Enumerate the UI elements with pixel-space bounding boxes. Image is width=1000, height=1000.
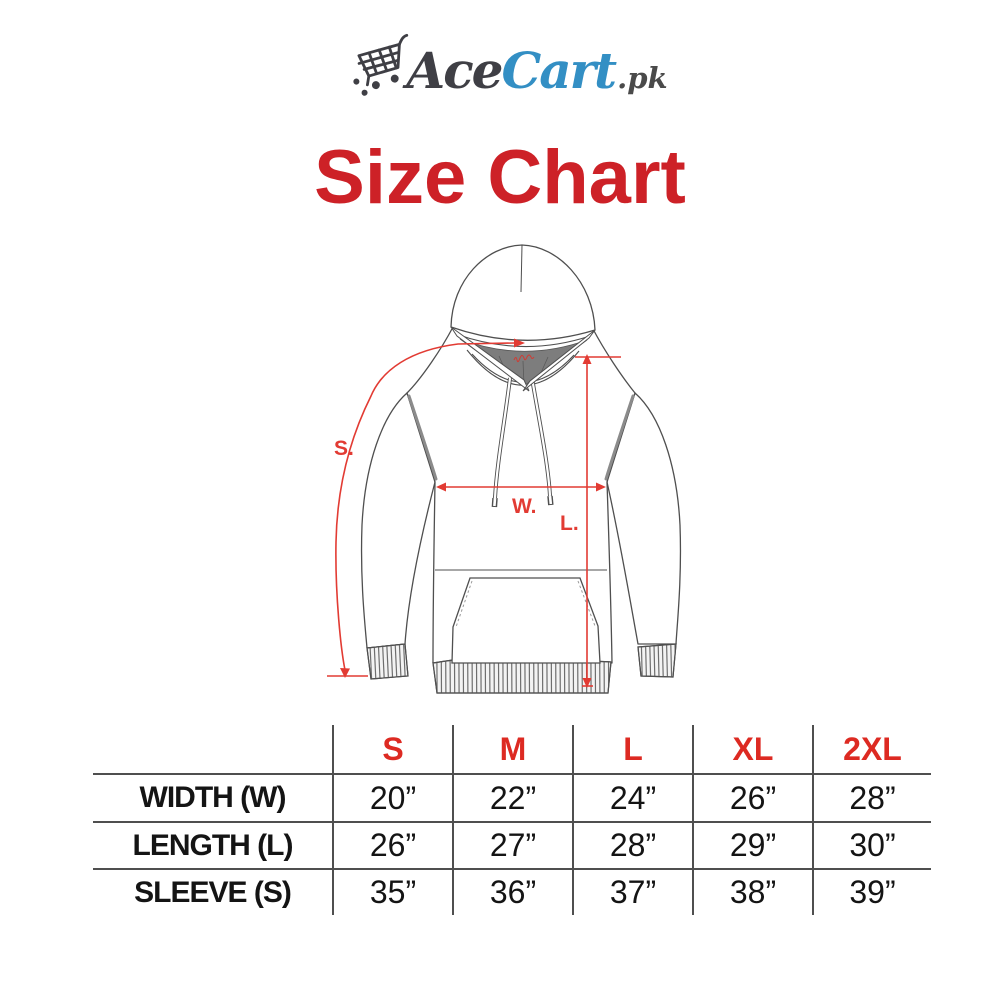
width-l-value: 24” bbox=[572, 773, 692, 821]
size-header-s: S bbox=[332, 725, 452, 773]
left-sleeve bbox=[360, 392, 436, 649]
size-table: S M L XL 2XL WIDTH (W) 20” 22” 24” 26” 2… bbox=[93, 725, 931, 915]
hood-center-seam bbox=[520, 244, 523, 293]
length-s-value: 26” bbox=[332, 821, 452, 868]
brand-wordmark: Ace Cart .pk bbox=[406, 46, 667, 96]
brand-script-mark bbox=[513, 354, 535, 363]
page-title: Size Chart bbox=[314, 135, 686, 220]
length-xl-value: 29” bbox=[692, 821, 812, 868]
row-label-length: LENGTH (L) bbox=[93, 821, 332, 868]
length-m-value: 27” bbox=[452, 821, 572, 868]
width-m-value: 22” bbox=[452, 773, 572, 821]
drawstrings bbox=[491, 377, 554, 508]
ribbing-texture bbox=[367, 644, 676, 693]
brand-logo: Ace Cart .pk bbox=[0, 33, 1000, 102]
size-header-l: L bbox=[572, 725, 692, 773]
right-sleeve bbox=[606, 392, 682, 645]
length-l-value: 28” bbox=[572, 821, 692, 868]
logo-tld: .pk bbox=[617, 61, 668, 95]
width-measure-label: W. bbox=[512, 495, 537, 518]
size-header-xl: XL bbox=[692, 725, 812, 773]
length-measure-label: L. bbox=[560, 512, 579, 535]
sleeve-2xl-value: 39” bbox=[812, 868, 931, 915]
logo-suffix: Cart bbox=[501, 41, 617, 100]
row-label-sleeve: SLEEVE (S) bbox=[93, 868, 332, 915]
measurement-lines bbox=[327, 342, 621, 687]
size-header-2xl: 2XL bbox=[812, 725, 931, 773]
logo-prefix: Ace bbox=[406, 41, 503, 100]
size-header-m: M bbox=[452, 725, 572, 773]
sleeve-m-value: 36” bbox=[452, 868, 572, 915]
sleeve-measure-label: S. bbox=[334, 437, 354, 460]
table-corner-cell bbox=[93, 725, 332, 773]
sleeve-xl-value: 38” bbox=[692, 868, 812, 915]
hood-rim bbox=[455, 333, 591, 348]
width-2xl-value: 28” bbox=[812, 773, 931, 821]
length-2xl-value: 30” bbox=[812, 821, 931, 868]
kangaroo-pocket bbox=[451, 577, 601, 664]
measurement-arrowheads bbox=[340, 338, 606, 688]
hoodie-diagram: S. W. L. bbox=[327, 244, 682, 694]
raglan-seams bbox=[407, 394, 635, 481]
width-xl-value: 26” bbox=[692, 773, 812, 821]
sleeve-s-value: 35” bbox=[332, 868, 452, 915]
shopping-cart-icon bbox=[353, 33, 409, 96]
row-label-width: WIDTH (W) bbox=[93, 773, 332, 821]
width-s-value: 20” bbox=[332, 773, 452, 821]
hood bbox=[450, 244, 596, 341]
sleeve-l-value: 37” bbox=[572, 868, 692, 915]
right-cuff bbox=[637, 643, 677, 678]
pocket-stitching bbox=[455, 580, 596, 628]
